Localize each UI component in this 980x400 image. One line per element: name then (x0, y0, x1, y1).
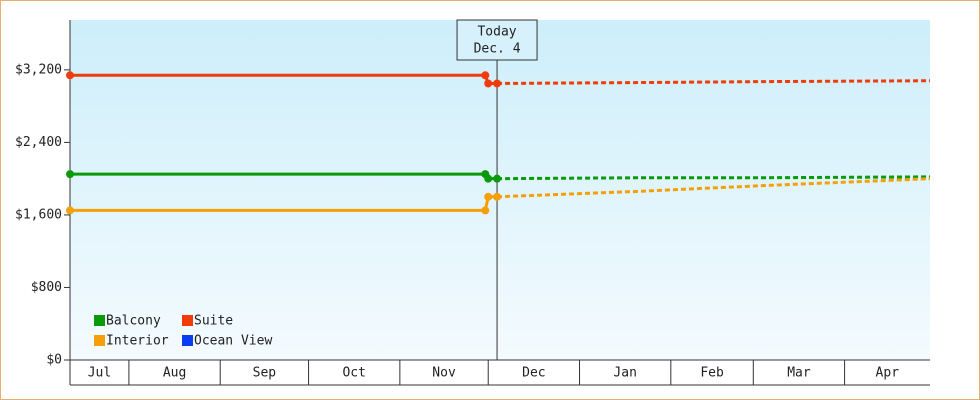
legend-swatch (182, 315, 193, 326)
price-point (66, 206, 74, 215)
legend-swatch (182, 335, 193, 346)
price-point (484, 174, 493, 183)
legend-label: Interior (106, 334, 169, 349)
x-tick-label: Jan (613, 366, 636, 381)
y-tick-label: $0 (46, 353, 62, 368)
legend-swatch (94, 335, 105, 346)
legend-label: Balcony (106, 314, 161, 329)
today-date: Dec. 4 (474, 42, 521, 57)
price-line (70, 73, 498, 85)
x-tick-label: Nov (432, 366, 456, 381)
y-tick-label: $1,600 (15, 207, 62, 222)
forecast-line (497, 175, 931, 181)
x-tick-label: Aug (163, 366, 186, 381)
price-line (70, 195, 498, 212)
price-point (66, 170, 74, 179)
y-tick-label: $3,200 (15, 62, 62, 77)
price-point (481, 206, 490, 215)
x-tick-label: Feb (700, 366, 724, 381)
legend-label: Ocean View (194, 334, 272, 349)
forecast-line (496, 177, 931, 199)
price-point (484, 192, 493, 201)
today-box (456, 19, 538, 61)
forecast-line (497, 79, 931, 85)
y-tick-label: $2,400 (15, 135, 62, 150)
today-label: Today (477, 25, 516, 40)
price-point (493, 192, 502, 201)
x-tick-label: Dec (522, 366, 545, 381)
price-point (66, 71, 74, 80)
plot-area (70, 20, 930, 360)
y-tick-label: $800 (31, 280, 62, 295)
legend-label: Suite (194, 314, 233, 329)
price-point (493, 174, 502, 183)
price-point (481, 71, 490, 80)
legend-swatch (94, 315, 105, 326)
x-tick-label: Sep (253, 366, 277, 381)
x-tick-label: Oct (342, 366, 365, 381)
price-point (484, 79, 493, 88)
price-point (493, 79, 502, 88)
x-tick-label: Apr (876, 366, 900, 381)
x-tick-label: Jul (88, 366, 111, 381)
x-tick-label: Mar (787, 366, 811, 381)
